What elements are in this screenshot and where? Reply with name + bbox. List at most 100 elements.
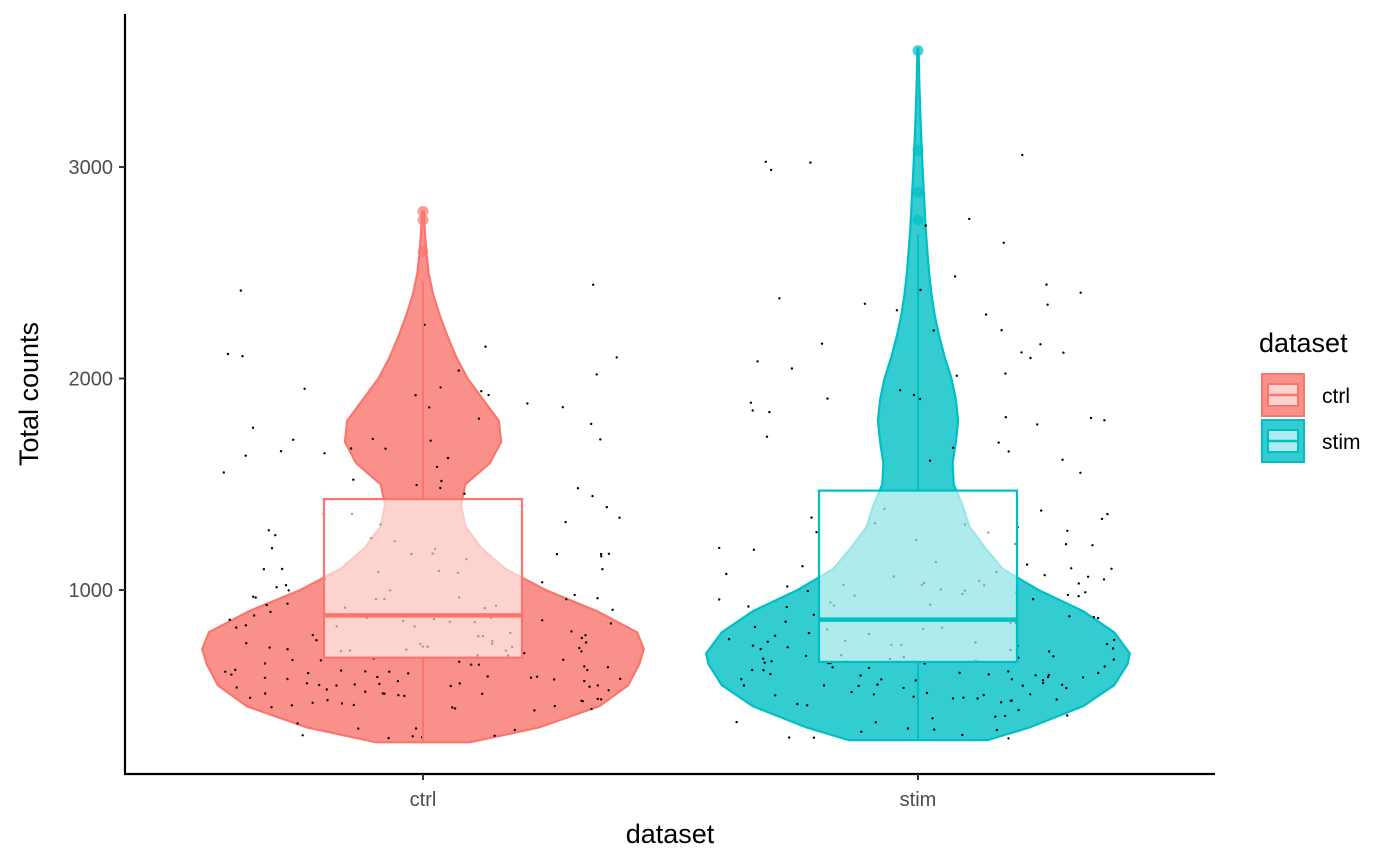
jitter-point: [319, 659, 323, 662]
jitter-point: [291, 658, 294, 662]
jitter-point: [301, 734, 304, 737]
jitter-point: [932, 329, 935, 332]
jitter-point: [263, 662, 267, 665]
jitter-point: [292, 438, 295, 441]
jitter-point: [982, 693, 985, 697]
jitter-point: [1103, 419, 1106, 422]
jitter-point: [480, 390, 483, 393]
jitter-point: [751, 409, 754, 412]
jitter-point: [850, 690, 853, 694]
jitter-point: [1047, 650, 1051, 653]
jitter-point: [609, 622, 613, 625]
jitter-point: [1007, 670, 1010, 673]
jitter-point: [596, 697, 599, 701]
jitter-point: [1096, 616, 1100, 620]
jitter-point: [810, 516, 813, 519]
jitter-point: [600, 555, 603, 558]
jitter-point: [584, 641, 588, 644]
jitter-point: [1045, 283, 1048, 286]
jitter-point: [1036, 423, 1039, 426]
jitter-point: [284, 584, 288, 587]
jitter-point: [912, 695, 915, 698]
jitter-point: [274, 534, 277, 537]
jitter-point: [1039, 343, 1042, 346]
jitter-point: [725, 572, 728, 576]
jitter-point: [352, 478, 355, 481]
jitter-point: [235, 626, 238, 629]
jitter-point: [429, 439, 432, 442]
jitter-point: [812, 736, 816, 739]
jitter-point: [1112, 658, 1116, 661]
outlier-point: [912, 45, 924, 57]
jitter-point: [1091, 544, 1094, 547]
jitter-point: [591, 494, 594, 498]
jitter-point: [596, 597, 599, 600]
jitter-point: [1110, 567, 1113, 570]
jitter-point: [872, 693, 876, 696]
jitter-point: [831, 666, 834, 669]
jitter-point: [961, 733, 964, 737]
outlier-point: [417, 205, 429, 217]
jitter-point: [281, 567, 284, 571]
jitter-point: [1103, 665, 1106, 668]
jitter-point: [778, 297, 781, 300]
jitter-point: [753, 625, 757, 629]
jitter-point: [384, 447, 387, 450]
jitter-point: [1079, 291, 1082, 294]
x-tick-label: stim: [900, 789, 937, 811]
jitter-point: [1070, 567, 1073, 570]
jitter-point: [801, 565, 804, 568]
jitter-point: [876, 683, 879, 686]
jitter-point: [580, 636, 583, 640]
outlier-point: [912, 186, 924, 198]
legend-label: ctrl: [1322, 385, 1350, 408]
jitter-point: [774, 694, 777, 697]
jitter-point: [584, 634, 587, 637]
jitter-point: [248, 696, 252, 699]
jitter-point: [364, 670, 367, 673]
jitter-point: [727, 638, 731, 641]
jitter-point: [1084, 591, 1087, 594]
jitter-point: [1010, 678, 1014, 681]
jitter-point: [607, 552, 611, 555]
jitter-point: [1077, 582, 1081, 585]
jitter-point: [1064, 543, 1068, 546]
jitter-point: [1029, 356, 1032, 360]
jitter-point: [606, 666, 610, 669]
jitter-point: [411, 735, 414, 738]
jitter-point: [241, 355, 244, 358]
jitter-point: [578, 646, 581, 650]
jitter-point: [263, 676, 267, 679]
jitter-point: [611, 608, 614, 611]
jitter-point: [763, 661, 766, 664]
jitter-point: [523, 652, 526, 655]
jitter-point: [458, 660, 461, 663]
jitter-point: [928, 459, 932, 462]
x-axis-title: dataset: [626, 819, 715, 849]
jitter-point: [592, 283, 595, 286]
jitter-point: [305, 682, 309, 685]
jitter-point: [1086, 575, 1090, 578]
jitter-point: [493, 734, 496, 737]
jitter-point: [364, 690, 367, 693]
jitter-point: [463, 492, 466, 495]
jitter-point: [239, 289, 242, 292]
jitter-point: [759, 647, 762, 651]
jitter-point: [809, 161, 812, 164]
jitter-point: [588, 685, 591, 688]
jitter-point: [267, 529, 270, 532]
jitter-point: [383, 692, 386, 695]
jitter-point: [826, 397, 829, 400]
jitter-point: [1046, 303, 1049, 306]
jitter-point: [618, 516, 621, 519]
jitter-point: [230, 673, 233, 676]
jitter-point: [533, 709, 536, 712]
jitter-point: [562, 658, 565, 661]
jitter-point: [601, 568, 604, 571]
jitter-point: [251, 426, 255, 429]
jitter-point: [407, 672, 410, 675]
jitter-point: [268, 646, 271, 649]
jitter-point: [784, 620, 787, 623]
jitter-point: [874, 721, 877, 724]
